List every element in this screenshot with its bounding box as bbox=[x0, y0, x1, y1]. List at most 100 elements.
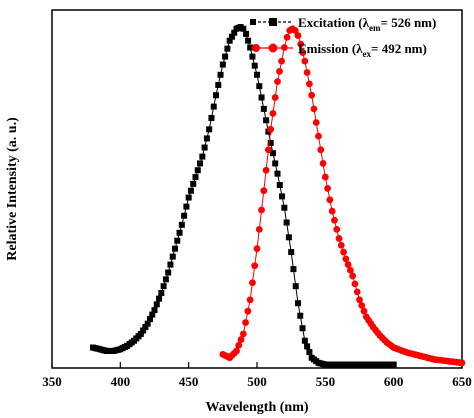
data-point bbox=[213, 92, 219, 99]
data-point bbox=[326, 196, 334, 204]
data-point bbox=[249, 279, 256, 287]
data-point bbox=[328, 207, 336, 215]
legend: Excitation (λem= 526 nm) Emission (λex= 4… bbox=[250, 15, 436, 59]
data-point bbox=[242, 319, 250, 326]
x-tick-label: 600 bbox=[384, 374, 404, 389]
x-tick-label: 550 bbox=[316, 374, 336, 389]
data-point bbox=[356, 296, 363, 304]
data-point bbox=[358, 302, 366, 309]
data-point bbox=[253, 245, 261, 253]
data-point bbox=[174, 237, 181, 244]
series-1 bbox=[219, 25, 466, 367]
data-point bbox=[301, 337, 308, 344]
data-point bbox=[185, 194, 192, 201]
data-point bbox=[292, 283, 299, 290]
data-point bbox=[272, 160, 279, 167]
data-point bbox=[226, 37, 233, 44]
data-point bbox=[344, 261, 352, 268]
x-axis-title: Wavelength (nm) bbox=[205, 400, 308, 415]
data-point bbox=[215, 82, 222, 89]
data-point bbox=[274, 78, 281, 85]
data-point bbox=[255, 225, 263, 233]
x-tick-label: 650 bbox=[452, 374, 472, 389]
legend-marker bbox=[268, 43, 278, 53]
data-point bbox=[160, 283, 167, 290]
data-point bbox=[346, 266, 354, 274]
data-point bbox=[208, 114, 215, 121]
data-point bbox=[333, 225, 341, 233]
data-point bbox=[162, 276, 169, 283]
data-point bbox=[183, 203, 190, 210]
data-point bbox=[303, 69, 311, 76]
data-point bbox=[247, 44, 254, 51]
data-point bbox=[194, 167, 201, 174]
data-point bbox=[219, 61, 226, 68]
data-point bbox=[140, 327, 147, 334]
data-point bbox=[201, 144, 208, 151]
data-point bbox=[281, 204, 288, 211]
data-point bbox=[269, 110, 277, 117]
data-point bbox=[308, 91, 316, 99]
data-point bbox=[267, 125, 275, 133]
data-point bbox=[146, 316, 153, 323]
data-point bbox=[172, 245, 178, 252]
data-point bbox=[305, 80, 313, 88]
data-point bbox=[235, 341, 243, 349]
data-point bbox=[360, 307, 368, 315]
data-point bbox=[192, 174, 199, 181]
data-point bbox=[331, 216, 338, 224]
data-point bbox=[158, 289, 165, 296]
data-point bbox=[245, 37, 252, 44]
data-point bbox=[301, 57, 309, 65]
data-point bbox=[267, 139, 274, 146]
data-point bbox=[299, 325, 306, 332]
data-point bbox=[290, 266, 297, 273]
data-point bbox=[269, 150, 276, 157]
data-point bbox=[222, 53, 229, 60]
series-0 bbox=[90, 24, 397, 368]
data-point bbox=[144, 320, 151, 327]
data-point bbox=[342, 255, 350, 263]
data-point bbox=[340, 248, 347, 256]
data-point bbox=[299, 49, 307, 57]
data-point bbox=[278, 57, 285, 65]
data-point bbox=[231, 29, 238, 36]
legend-marker bbox=[252, 44, 260, 52]
data-point bbox=[271, 94, 279, 101]
data-point bbox=[315, 132, 322, 140]
data-point bbox=[217, 71, 224, 78]
data-point bbox=[167, 261, 174, 268]
data-point bbox=[254, 71, 260, 78]
data-point bbox=[169, 253, 176, 260]
series-layer bbox=[90, 24, 466, 368]
data-point bbox=[246, 296, 254, 304]
data-point bbox=[274, 170, 281, 177]
data-point bbox=[197, 160, 204, 167]
data-point bbox=[258, 206, 265, 214]
data-point bbox=[137, 330, 144, 337]
data-point bbox=[176, 229, 183, 236]
data-point bbox=[239, 330, 247, 338]
data-point bbox=[187, 187, 194, 194]
data-point bbox=[206, 126, 213, 133]
data-point bbox=[390, 361, 397, 368]
data-point bbox=[295, 300, 301, 307]
data-point bbox=[181, 212, 188, 219]
data-point bbox=[351, 280, 359, 288]
data-point bbox=[297, 312, 304, 319]
data-point bbox=[319, 160, 327, 167]
x-tick-label: 450 bbox=[179, 374, 199, 389]
data-point bbox=[276, 67, 283, 75]
x-tick-label: 400 bbox=[111, 374, 131, 389]
data-point bbox=[233, 347, 240, 355]
data-point bbox=[142, 324, 149, 331]
data-point bbox=[258, 94, 265, 101]
x-axis-ticks: 350 400 450 500 550 600 650 bbox=[42, 362, 472, 389]
x-tick-label: 350 bbox=[42, 374, 62, 389]
data-point bbox=[256, 83, 263, 90]
data-point bbox=[288, 249, 295, 256]
data-point bbox=[153, 301, 160, 308]
data-point bbox=[210, 103, 217, 110]
data-point bbox=[306, 349, 313, 356]
data-point bbox=[458, 359, 466, 367]
